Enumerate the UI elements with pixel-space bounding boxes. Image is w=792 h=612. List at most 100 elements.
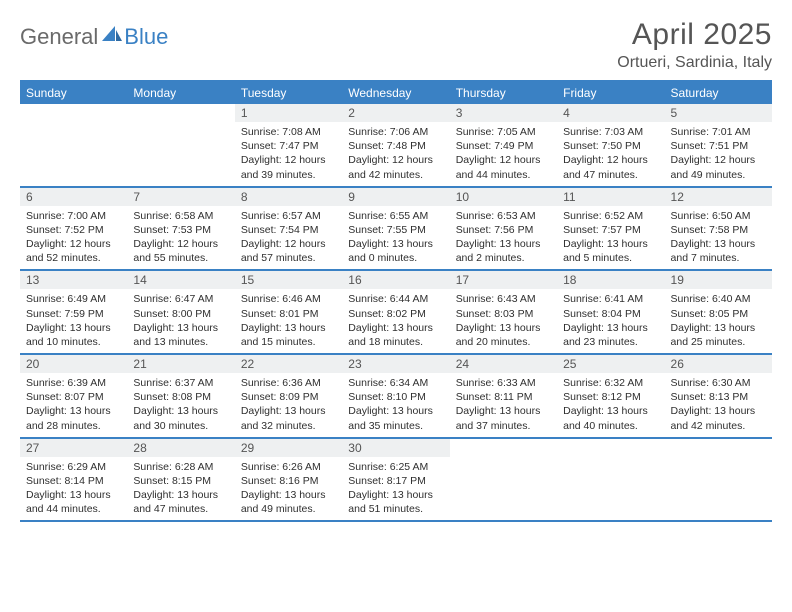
sunrise-text: Sunrise: 6:50 AM bbox=[671, 209, 766, 223]
sunset-text: Sunset: 8:11 PM bbox=[456, 390, 551, 404]
day-number: 8 bbox=[235, 188, 342, 206]
daylight-text: Daylight: 13 hours and 35 minutes. bbox=[348, 404, 443, 432]
sunset-text: Sunset: 7:55 PM bbox=[348, 223, 443, 237]
day-cell: 14Sunrise: 6:47 AMSunset: 8:00 PMDayligh… bbox=[127, 271, 234, 353]
daylight-text: Daylight: 12 hours and 39 minutes. bbox=[241, 153, 336, 181]
sunrise-text: Sunrise: 6:47 AM bbox=[133, 292, 228, 306]
day-cell: . bbox=[557, 439, 664, 521]
sunset-text: Sunset: 8:09 PM bbox=[241, 390, 336, 404]
day-cell: . bbox=[665, 439, 772, 521]
day-number: 13 bbox=[20, 271, 127, 289]
day-body bbox=[557, 457, 664, 464]
weeks-container: ..1Sunrise: 7:08 AMSunset: 7:47 PMDaylig… bbox=[20, 104, 772, 522]
day-cell: 4Sunrise: 7:03 AMSunset: 7:50 PMDaylight… bbox=[557, 104, 664, 186]
day-number: 25 bbox=[557, 355, 664, 373]
day-body: Sunrise: 6:43 AMSunset: 8:03 PMDaylight:… bbox=[450, 289, 557, 353]
daylight-text: Daylight: 13 hours and 25 minutes. bbox=[671, 321, 766, 349]
sunrise-text: Sunrise: 6:28 AM bbox=[133, 460, 228, 474]
sunrise-text: Sunrise: 6:36 AM bbox=[241, 376, 336, 390]
dow-cell: Monday bbox=[127, 82, 234, 104]
day-cell: 21Sunrise: 6:37 AMSunset: 8:08 PMDayligh… bbox=[127, 355, 234, 437]
day-body bbox=[450, 457, 557, 464]
day-body: Sunrise: 6:25 AMSunset: 8:17 PMDaylight:… bbox=[342, 457, 449, 521]
day-body: Sunrise: 7:06 AMSunset: 7:48 PMDaylight:… bbox=[342, 122, 449, 186]
day-cell: 27Sunrise: 6:29 AMSunset: 8:14 PMDayligh… bbox=[20, 439, 127, 521]
day-number: 17 bbox=[450, 271, 557, 289]
day-cell: 11Sunrise: 6:52 AMSunset: 7:57 PMDayligh… bbox=[557, 188, 664, 270]
daylight-text: Daylight: 13 hours and 20 minutes. bbox=[456, 321, 551, 349]
dow-cell: Thursday bbox=[450, 82, 557, 104]
day-cell: 13Sunrise: 6:49 AMSunset: 7:59 PMDayligh… bbox=[20, 271, 127, 353]
day-number: 2 bbox=[342, 104, 449, 122]
sunset-text: Sunset: 7:48 PM bbox=[348, 139, 443, 153]
day-cell: . bbox=[127, 104, 234, 186]
day-number: 22 bbox=[235, 355, 342, 373]
daylight-text: Daylight: 13 hours and 15 minutes. bbox=[241, 321, 336, 349]
sunrise-text: Sunrise: 7:00 AM bbox=[26, 209, 121, 223]
day-body: Sunrise: 7:01 AMSunset: 7:51 PMDaylight:… bbox=[665, 122, 772, 186]
day-body: Sunrise: 6:49 AMSunset: 7:59 PMDaylight:… bbox=[20, 289, 127, 353]
sunset-text: Sunset: 8:14 PM bbox=[26, 474, 121, 488]
day-cell: 8Sunrise: 6:57 AMSunset: 7:54 PMDaylight… bbox=[235, 188, 342, 270]
day-cell: 3Sunrise: 7:05 AMSunset: 7:49 PMDaylight… bbox=[450, 104, 557, 186]
daylight-text: Daylight: 12 hours and 47 minutes. bbox=[563, 153, 658, 181]
sunset-text: Sunset: 7:58 PM bbox=[671, 223, 766, 237]
sunset-text: Sunset: 8:01 PM bbox=[241, 307, 336, 321]
sunset-text: Sunset: 8:15 PM bbox=[133, 474, 228, 488]
daylight-text: Daylight: 13 hours and 7 minutes. bbox=[671, 237, 766, 265]
day-cell: 15Sunrise: 6:46 AMSunset: 8:01 PMDayligh… bbox=[235, 271, 342, 353]
day-body: Sunrise: 6:50 AMSunset: 7:58 PMDaylight:… bbox=[665, 206, 772, 270]
day-number: 26 bbox=[665, 355, 772, 373]
day-cell: 10Sunrise: 6:53 AMSunset: 7:56 PMDayligh… bbox=[450, 188, 557, 270]
day-number: 10 bbox=[450, 188, 557, 206]
day-number: 16 bbox=[342, 271, 449, 289]
day-body: Sunrise: 6:37 AMSunset: 8:08 PMDaylight:… bbox=[127, 373, 234, 437]
sunset-text: Sunset: 8:02 PM bbox=[348, 307, 443, 321]
day-number: 14 bbox=[127, 271, 234, 289]
daylight-text: Daylight: 13 hours and 37 minutes. bbox=[456, 404, 551, 432]
sunrise-text: Sunrise: 6:34 AM bbox=[348, 376, 443, 390]
daylight-text: Daylight: 13 hours and 51 minutes. bbox=[348, 488, 443, 516]
day-body: Sunrise: 6:29 AMSunset: 8:14 PMDaylight:… bbox=[20, 457, 127, 521]
day-body: Sunrise: 6:53 AMSunset: 7:56 PMDaylight:… bbox=[450, 206, 557, 270]
day-body: Sunrise: 6:57 AMSunset: 7:54 PMDaylight:… bbox=[235, 206, 342, 270]
day-number: 1 bbox=[235, 104, 342, 122]
page: General Blue April 2025 Ortueri, Sardini… bbox=[0, 0, 792, 522]
week-row: 20 Sunrise: 6:39 AMSunset: 8:07 PM Dayligh… bbox=[20, 355, 772, 439]
daylight-text: Daylight: 12 hours and 57 minutes. bbox=[241, 237, 336, 265]
sunrise-text: Sunrise: 7:05 AM bbox=[456, 125, 551, 139]
sunrise-text: Sunrise: 6:53 AM bbox=[456, 209, 551, 223]
day-number: 20 bbox=[20, 355, 127, 373]
day-body bbox=[665, 457, 772, 464]
day-cell: 29Sunrise: 6:26 AMSunset: 8:16 PMDayligh… bbox=[235, 439, 342, 521]
sunrise-text: Sunrise: 6:58 AM bbox=[133, 209, 228, 223]
day-number: 18 bbox=[557, 271, 664, 289]
sunrise-text: Sunrise: 6:44 AM bbox=[348, 292, 443, 306]
day-cell: 17Sunrise: 6:43 AMSunset: 8:03 PMDayligh… bbox=[450, 271, 557, 353]
daylight-text: Daylight: 13 hours and 23 minutes. bbox=[563, 321, 658, 349]
day-cell: 19Sunrise: 6:40 AMSunset: 8:05 PMDayligh… bbox=[665, 271, 772, 353]
logo: General Blue bbox=[20, 24, 168, 50]
day-cell: 18Sunrise: 6:41 AMSunset: 8:04 PMDayligh… bbox=[557, 271, 664, 353]
sunrise-text: Sunrise: 7:08 AM bbox=[241, 125, 336, 139]
day-cell: 22Sunrise: 6:36 AMSunset: 8:09 PMDayligh… bbox=[235, 355, 342, 437]
sunset-text: Sunset: 7:53 PM bbox=[133, 223, 228, 237]
sunset-text: Sunset: 8:07 PM bbox=[26, 390, 121, 404]
day-cell: 16Sunrise: 6:44 AMSunset: 8:02 PMDayligh… bbox=[342, 271, 449, 353]
sunrise-text: Sunrise: 6:46 AM bbox=[241, 292, 336, 306]
daylight-text: Daylight: 12 hours and 44 minutes. bbox=[456, 153, 551, 181]
daylight-text: Daylight: 12 hours and 55 minutes. bbox=[133, 237, 228, 265]
sunrise-text: Sunrise: 6:57 AM bbox=[241, 209, 336, 223]
title-block: April 2025 Ortueri, Sardinia, Italy bbox=[617, 18, 772, 72]
day-number: 9 bbox=[342, 188, 449, 206]
day-number: 30 bbox=[342, 439, 449, 457]
sunrise-text: Sunrise: 7:06 AM bbox=[348, 125, 443, 139]
sunrise-text: Sunrise: 6:25 AM bbox=[348, 460, 443, 474]
daylight-text: Daylight: 12 hours and 52 minutes. bbox=[26, 237, 121, 265]
sunrise-text: Sunrise: 6:39 AM bbox=[26, 376, 121, 390]
day-number: 24 bbox=[450, 355, 557, 373]
daylight-text: Daylight: 13 hours and 44 minutes. bbox=[26, 488, 121, 516]
day-cell: 7Sunrise: 6:58 AMSunset: 7:53 PMDaylight… bbox=[127, 188, 234, 270]
sunrise-text: Sunrise: 6:29 AM bbox=[26, 460, 121, 474]
sunrise-text: Sunrise: 6:40 AM bbox=[671, 292, 766, 306]
